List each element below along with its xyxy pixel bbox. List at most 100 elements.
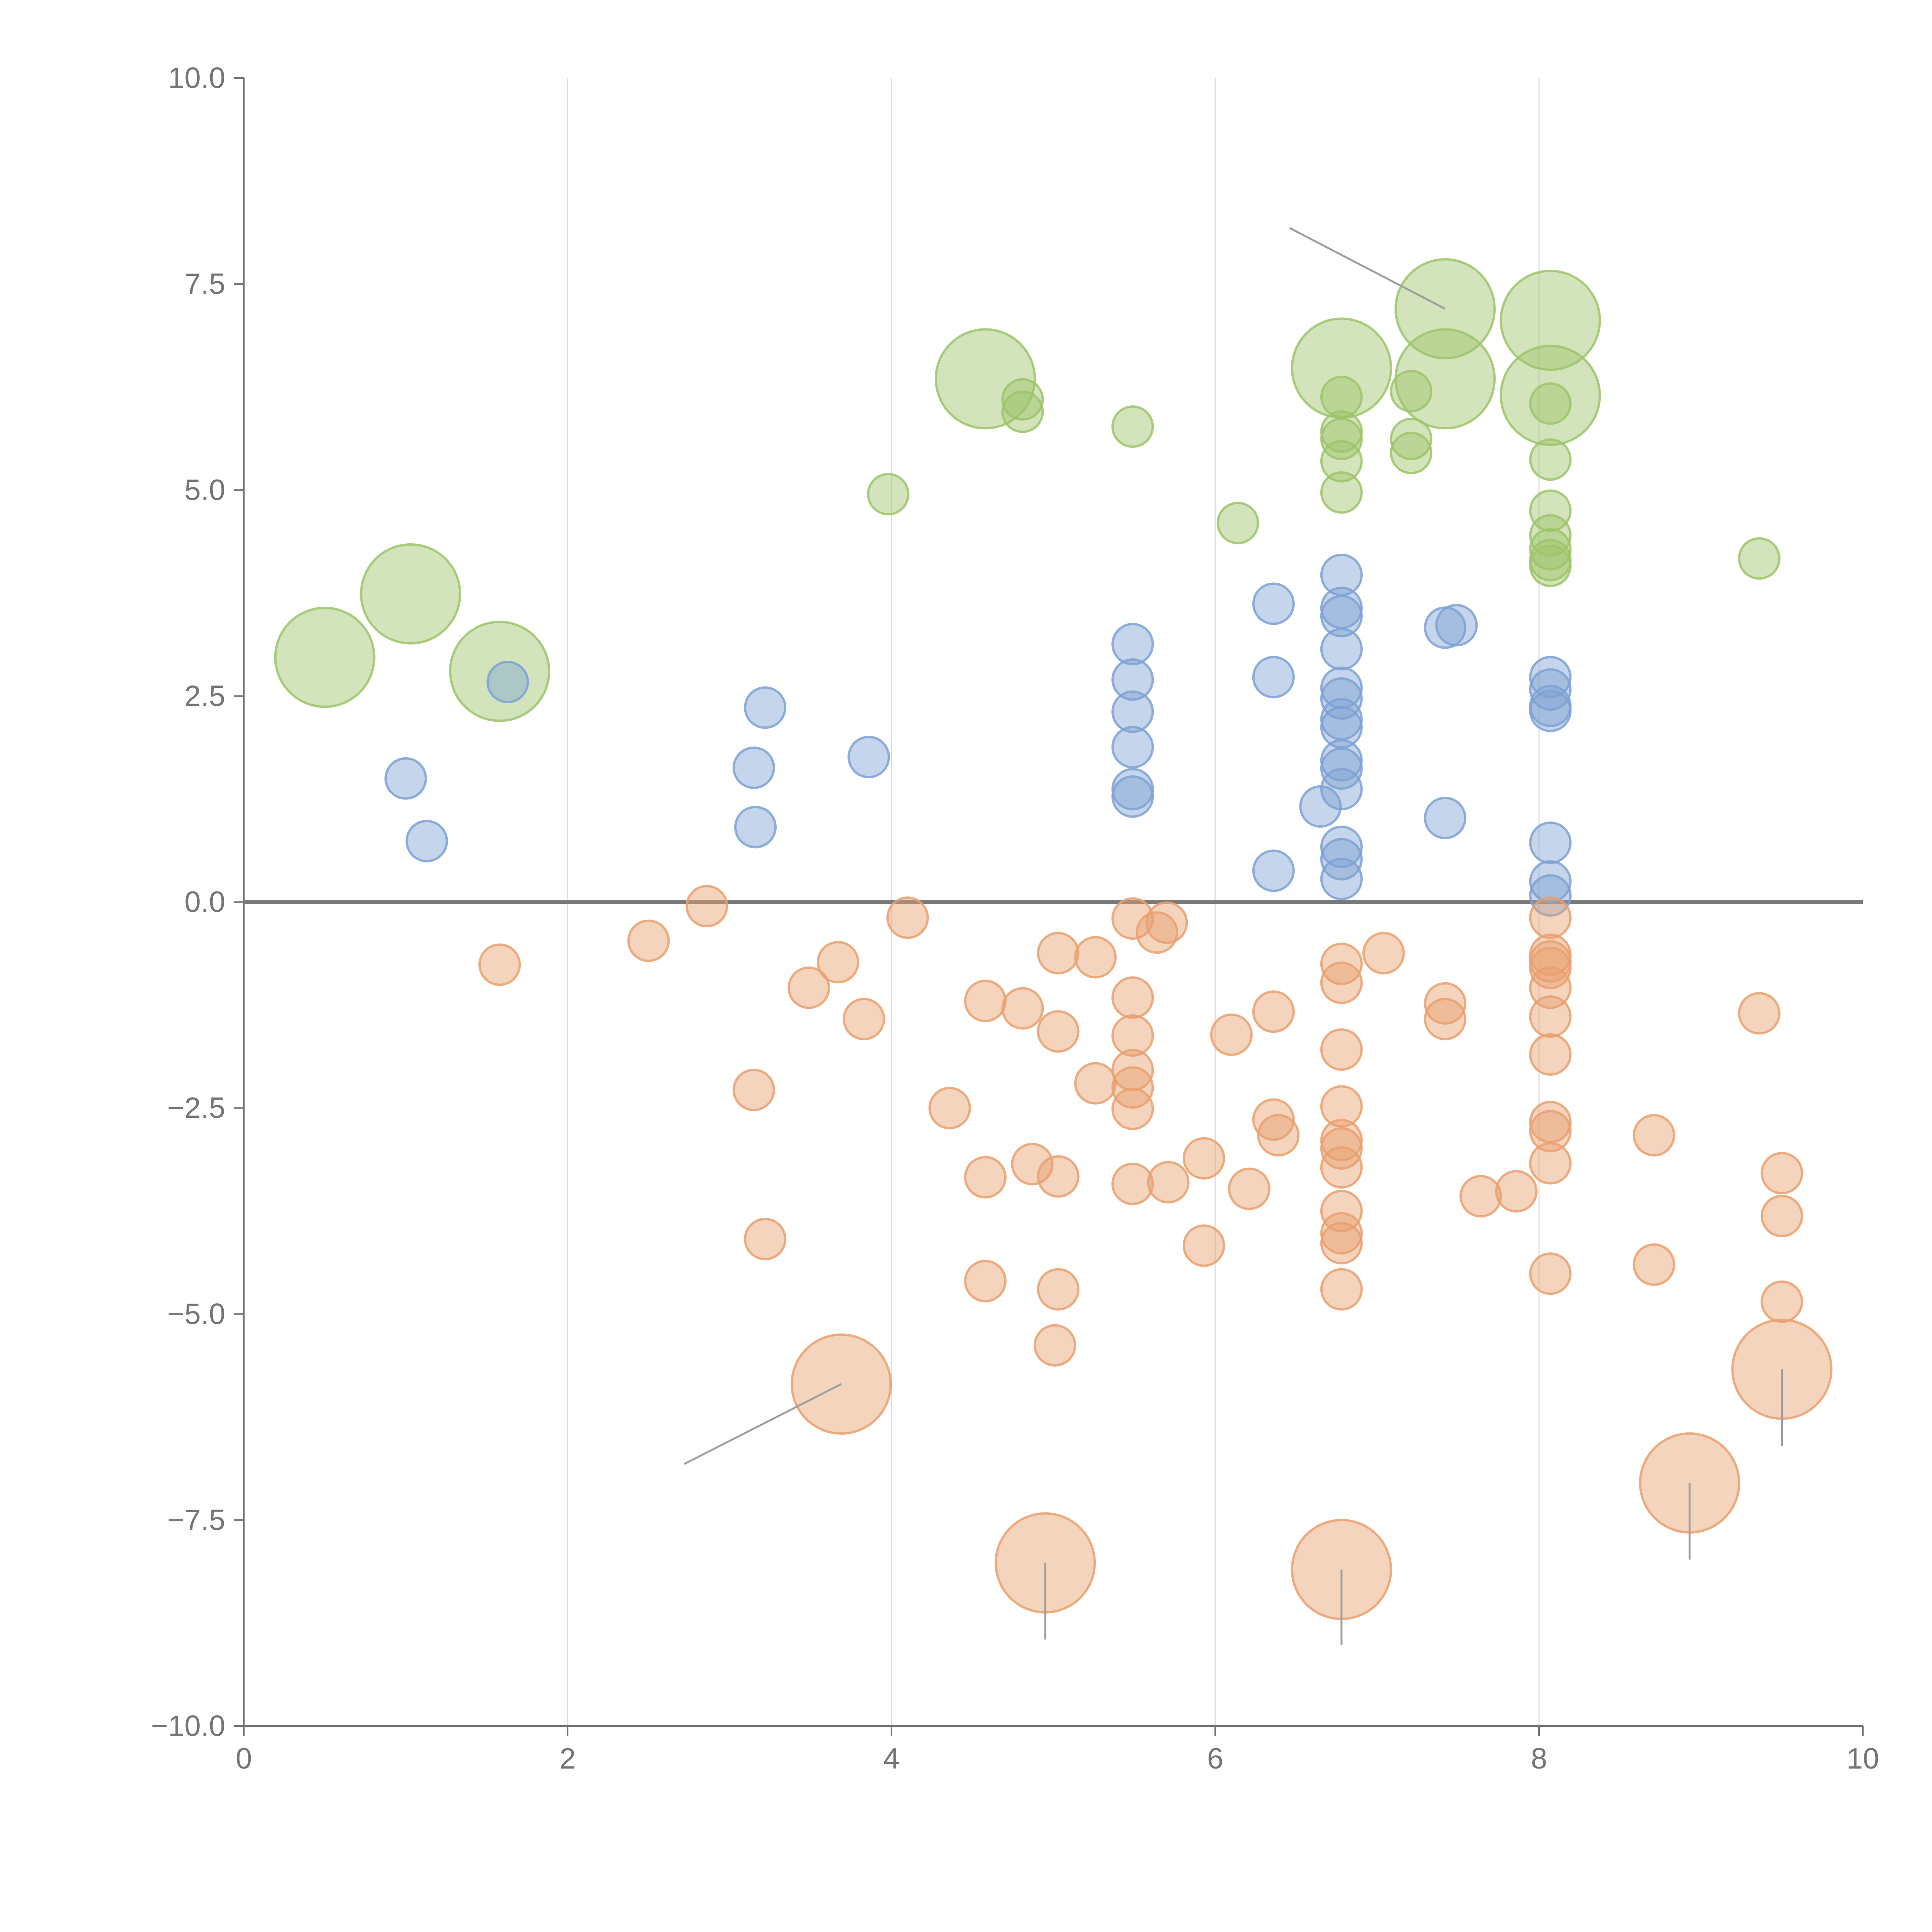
data-point-green	[1738, 537, 1781, 580]
data-point-orange	[1074, 1062, 1117, 1105]
data-point-blue	[1320, 768, 1363, 811]
x-tick-label: 8	[1531, 1742, 1547, 1775]
data-point-orange	[1529, 1142, 1572, 1185]
data-point-orange	[1001, 987, 1044, 1030]
data-point-blue	[744, 686, 787, 729]
data-point-green	[1529, 528, 1572, 571]
data-point-orange	[1320, 1268, 1363, 1311]
data-point-green	[935, 328, 1036, 430]
data-point-green	[1529, 489, 1572, 532]
data-point-orange	[886, 896, 929, 939]
data-point-orange	[732, 1068, 775, 1111]
data-point-orange	[964, 1260, 1007, 1303]
data-point-orange	[1111, 1049, 1154, 1092]
leader-lines	[684, 227, 1783, 1646]
data-point-orange	[1738, 992, 1781, 1035]
data-point-orange	[1423, 982, 1466, 1025]
data-point-green	[449, 621, 551, 722]
data-point-blue	[486, 661, 529, 704]
data-point-orange	[1760, 1280, 1803, 1323]
data-point-green	[360, 543, 461, 645]
data-point-green	[1529, 438, 1572, 481]
data-point-blue	[1111, 690, 1154, 733]
data-point-orange	[1011, 1143, 1054, 1185]
data-point-green	[1529, 514, 1572, 557]
data-point-orange	[1145, 901, 1188, 944]
data-point-green	[1320, 440, 1363, 483]
data-point-green	[1529, 382, 1572, 425]
data-point-blue	[1320, 628, 1363, 670]
data-point-green	[1320, 418, 1363, 461]
data-point-orange	[1228, 1167, 1270, 1210]
data-point-blue	[1529, 668, 1572, 711]
data-point-orange	[1320, 961, 1363, 1004]
data-point-orange	[816, 941, 859, 984]
data-point-green	[1001, 390, 1044, 433]
data-point-green	[1500, 345, 1601, 446]
data-point-blue	[1529, 821, 1572, 864]
data-point-orange	[478, 943, 521, 986]
data-point-blue	[1111, 726, 1154, 769]
data-point-orange	[964, 1156, 1007, 1199]
data-point-blue	[384, 757, 427, 800]
data-point-orange	[1182, 1224, 1225, 1267]
data-point-orange	[1034, 1324, 1077, 1367]
data-point-orange	[1320, 1190, 1363, 1233]
x-tick-label: 0	[236, 1742, 252, 1775]
data-point-blue	[1111, 775, 1154, 818]
x-tick-label: 2	[560, 1742, 576, 1775]
data-point-orange	[1037, 1268, 1080, 1311]
data-point-orange	[1529, 1033, 1572, 1076]
data-point-orange	[1760, 1152, 1803, 1195]
data-point-orange	[1529, 1252, 1572, 1295]
data-point-orange	[1037, 932, 1080, 975]
data-point-orange	[1210, 1013, 1253, 1056]
leader-line	[684, 1383, 842, 1465]
y-tick-label: 2.5	[184, 680, 225, 713]
data-point-orange	[1252, 990, 1295, 1033]
data-point-orange	[1529, 966, 1572, 1009]
data-point-orange	[1320, 1028, 1363, 1071]
data-point-blue	[1320, 595, 1363, 638]
x-tick-label: 4	[883, 1742, 900, 1775]
data-point-orange	[1320, 1146, 1363, 1189]
data-point-orange	[787, 966, 830, 1009]
data-point-orange	[1257, 1114, 1300, 1156]
data-point-blue	[1529, 689, 1572, 732]
data-point-orange	[1423, 998, 1466, 1041]
y-tick-label: 7.5	[184, 268, 225, 301]
data-point-orange	[1320, 1085, 1363, 1128]
data-point-orange	[1037, 1010, 1080, 1053]
data-point-orange	[1182, 1137, 1225, 1180]
x-tick-label: 6	[1207, 1742, 1223, 1775]
data-point-orange	[1111, 1066, 1154, 1109]
data-point-blue	[734, 806, 777, 849]
data-point-blue	[1423, 796, 1466, 839]
data-point-orange	[1111, 897, 1154, 940]
data-point-green	[867, 473, 910, 515]
data-point-blue	[1252, 849, 1295, 892]
data-point-blue	[1111, 623, 1154, 666]
y-tick-label: 5.0	[184, 474, 225, 507]
data-point-orange	[1111, 1087, 1154, 1130]
data-point-green	[1320, 471, 1363, 514]
data-point-blue	[1435, 604, 1478, 646]
data-point-orange	[1111, 1014, 1154, 1057]
data-point-orange	[744, 1218, 787, 1260]
x-tick-label: 10	[1847, 1742, 1879, 1775]
y-tick-label: 0.0	[184, 886, 225, 918]
data-point-orange	[1111, 976, 1154, 1019]
data-point-blue	[1529, 860, 1572, 903]
leader-line	[1289, 227, 1446, 310]
data-point-blue	[1320, 825, 1363, 868]
data-point-blue	[1252, 582, 1295, 625]
data-point-blue	[847, 736, 890, 779]
data-point-orange	[964, 980, 1007, 1022]
data-point-green	[1001, 378, 1044, 421]
y-tick-label: −2.5	[167, 1092, 225, 1124]
data-point-orange	[1147, 1161, 1190, 1204]
data-point-blue	[1529, 656, 1572, 699]
data-point-green	[1216, 502, 1259, 544]
axes	[234, 77, 1864, 1736]
